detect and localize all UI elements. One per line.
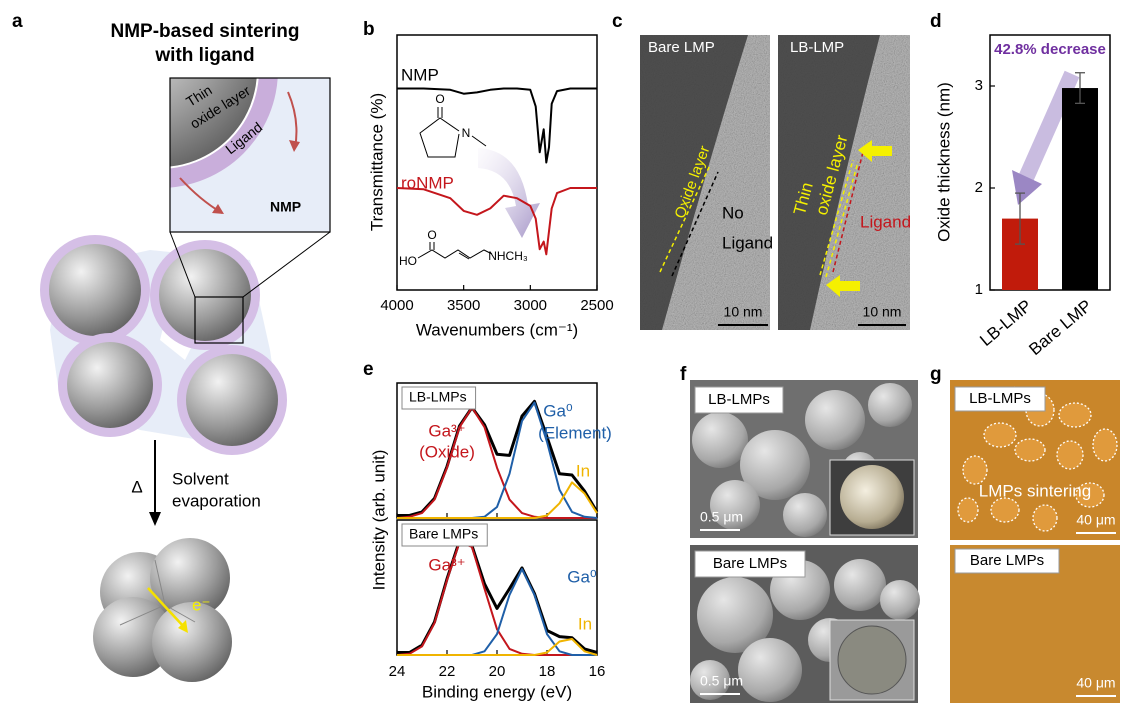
y-axis-label: Oxide thickness (nm)	[934, 82, 953, 242]
subplot-label: Bare LMPs	[409, 526, 478, 542]
figure: a NMP-based sintering with ligand Thin o…	[0, 0, 1121, 704]
optical-particle	[838, 626, 906, 694]
annotation: NHCH₃	[488, 249, 528, 263]
panel-label: e	[363, 359, 374, 380]
y-tick-label: 3	[975, 77, 983, 94]
series-label: Ga³⁺	[428, 421, 465, 440]
subplot-label: LB-LMPs	[409, 389, 467, 405]
image-label: LB-LMPs	[969, 390, 1031, 407]
inset-label: NMP	[270, 199, 301, 215]
x-tick-label: Bare LMP	[1025, 296, 1095, 359]
annotation: O	[435, 92, 444, 106]
process-arrow-head	[149, 512, 161, 526]
panel-label: g	[930, 364, 942, 385]
scale-label: 10 nm	[863, 304, 902, 320]
process-symbol: Δ	[131, 477, 142, 496]
panel-label: f	[680, 364, 687, 385]
series-label: Ga⁰	[567, 567, 597, 586]
scale-label: 40 μm	[1076, 512, 1115, 528]
series-label: In	[578, 614, 592, 633]
scale-label: 10 nm	[724, 304, 763, 320]
annotation: N	[462, 126, 471, 140]
optical-particle	[840, 465, 904, 529]
image-label: Ligand	[722, 233, 773, 252]
panel-label: c	[612, 11, 623, 32]
conversion-arrow	[478, 148, 540, 238]
image-label: Bare LMP	[648, 39, 715, 56]
y-tick-label: 2	[975, 179, 983, 196]
x-tick-label: 24	[389, 663, 406, 680]
process-label: evaporation	[172, 491, 261, 510]
panel-label: d	[930, 11, 942, 32]
series-label: NMP	[401, 65, 439, 84]
x-axis-label: Binding energy (eV)	[422, 682, 572, 701]
x-tick-label: 3500	[447, 297, 480, 314]
x-tick-label: 4000	[380, 297, 413, 314]
particle	[40, 235, 150, 345]
series-label: roNMP	[401, 173, 454, 192]
scale-label: 40 μm	[1076, 675, 1115, 691]
x-tick-label: LB-LMP	[976, 296, 1035, 350]
panel-label: a	[12, 11, 23, 32]
panel-title: NMP-based sintering	[111, 21, 300, 42]
series-label: In	[576, 461, 590, 480]
sintered-particle	[93, 538, 232, 682]
x-tick-label: 18	[539, 663, 556, 680]
x-tick-label: 3000	[514, 297, 547, 314]
scale-label: 0.5 μm	[700, 673, 743, 689]
y-axis-label: Transmittance (%)	[367, 93, 386, 231]
page: a NMP-based sintering with ligand Thin o…	[0, 0, 1121, 704]
image-label: LMPs sintering	[979, 481, 1091, 500]
x-tick-label: 22	[439, 663, 456, 680]
electron-label: e⁻	[192, 595, 210, 614]
particle	[177, 345, 287, 455]
annotation: HO	[399, 254, 417, 268]
line-series	[397, 89, 597, 163]
y-tick-label: 1	[975, 281, 983, 298]
series-note: (Oxide)	[419, 442, 475, 461]
particle	[58, 333, 162, 437]
x-axis-label: Wavenumbers (cm⁻¹)	[416, 320, 578, 339]
process-label: Solvent	[172, 469, 229, 488]
series-label: Ga³⁺	[428, 555, 465, 574]
x-tick-label: 20	[489, 663, 506, 680]
image-label: Bare LMPs	[713, 555, 787, 572]
annotation: 42.8% decrease	[994, 41, 1106, 58]
panel-title: with ligand	[154, 45, 254, 66]
bar	[1062, 88, 1098, 290]
y-axis-label: Intensity (arb. unit)	[369, 450, 388, 591]
image-label: Bare LMPs	[970, 552, 1044, 569]
series-note: (Element)	[538, 423, 612, 442]
image-label: Ligand	[860, 212, 911, 231]
panel-label: b	[363, 19, 375, 40]
annotation: O	[427, 228, 436, 242]
zoom-line	[243, 232, 330, 297]
line-series	[397, 188, 597, 254]
scale-label: 0.5 μm	[700, 509, 743, 525]
image-label: LB-LMP	[790, 39, 844, 56]
line-series	[397, 482, 597, 518]
x-tick-label: 16	[589, 663, 606, 680]
image-label: No	[722, 203, 744, 222]
image-label: LB-LMPs	[708, 391, 770, 408]
series-label: Ga⁰	[543, 401, 573, 420]
x-tick-label: 2500	[580, 297, 613, 314]
